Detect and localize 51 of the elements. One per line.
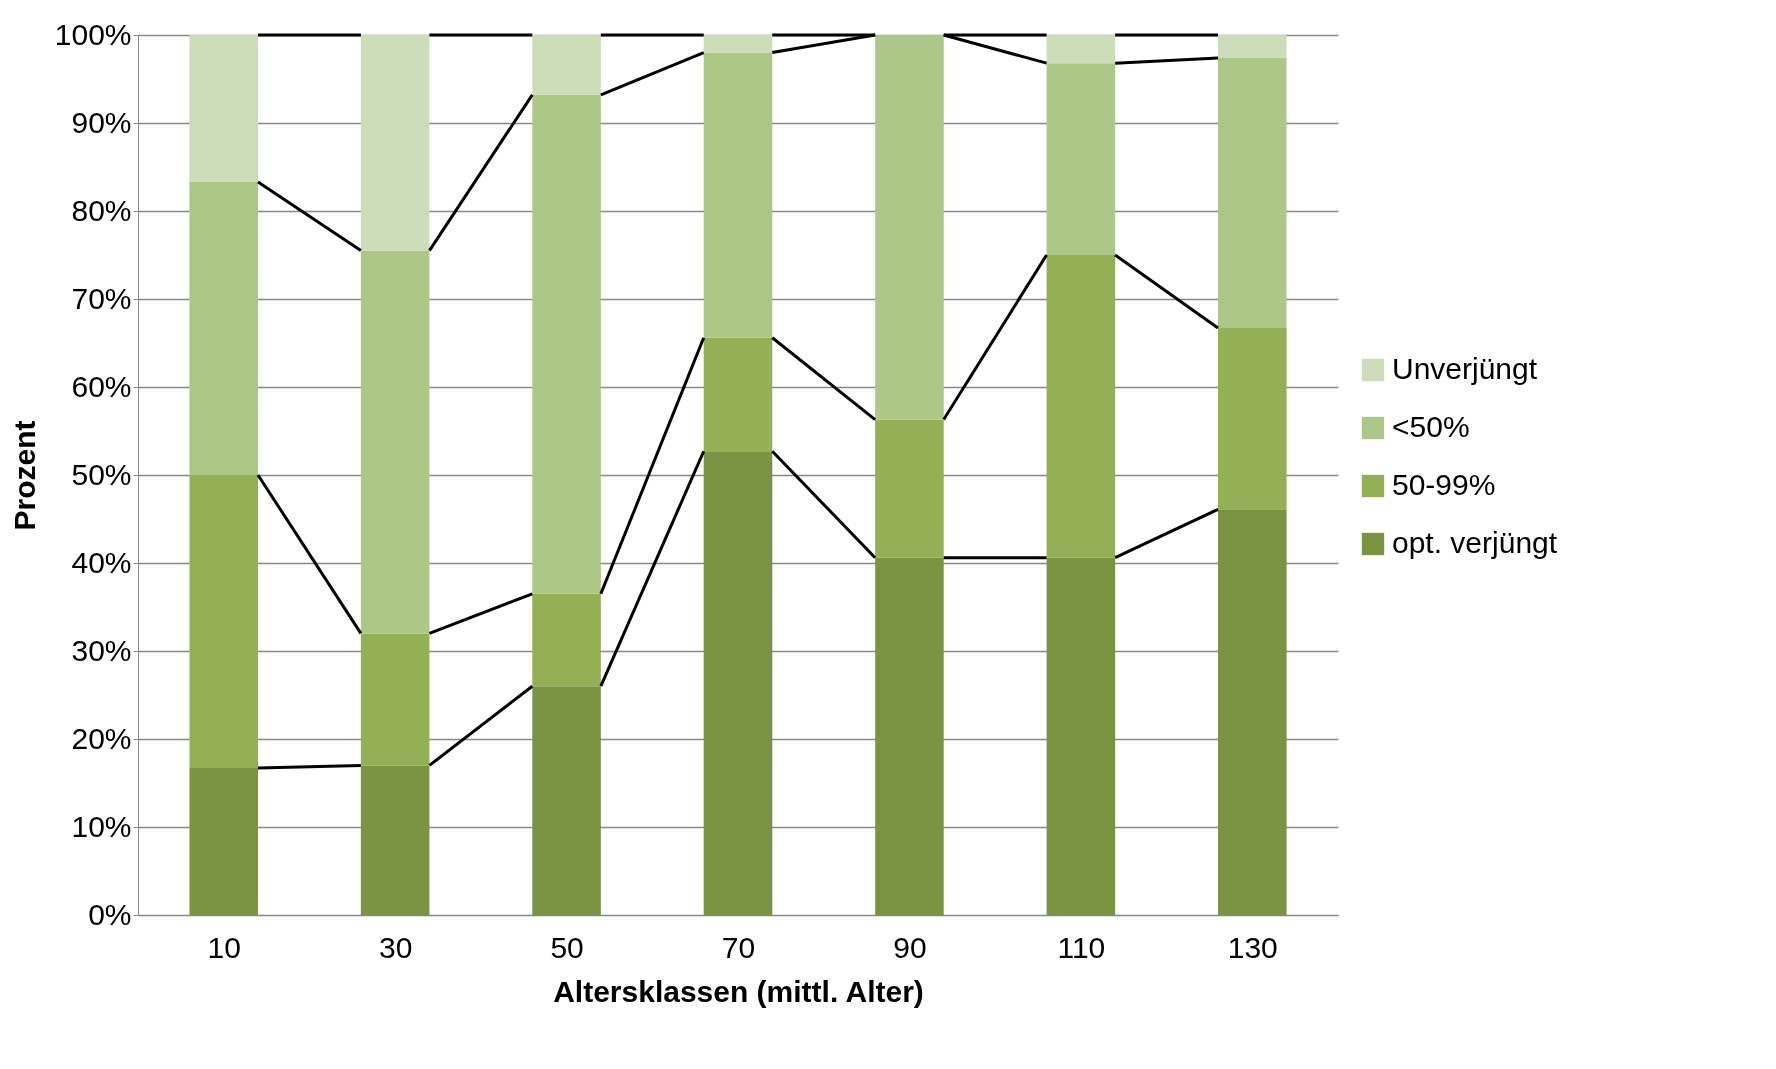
bar <box>360 35 430 251</box>
legend-label: Unverjüngt <box>1392 352 1538 385</box>
bar <box>1046 63 1116 255</box>
x-tick-label: 90 <box>893 930 927 964</box>
x-tick-label: 30 <box>378 930 413 964</box>
y-tick-label: 50% <box>71 457 132 491</box>
bar <box>189 181 258 475</box>
bar <box>875 35 944 420</box>
y-tick-label: 100% <box>54 17 132 51</box>
x-axis-title: Altersklassen (mittl. Alter) <box>553 974 924 1008</box>
y-tick-label: 80% <box>71 193 132 227</box>
y-tick-label: 30% <box>71 633 132 667</box>
y-tick-label: 10% <box>71 809 132 843</box>
legend-label: 50-99% <box>1392 468 1496 501</box>
x-tick-label: 70 <box>721 930 756 964</box>
bar <box>703 337 773 452</box>
bar <box>189 35 258 182</box>
legend-label: opt. verjüngt <box>1392 526 1558 559</box>
bar <box>703 35 773 53</box>
bar <box>875 557 944 915</box>
bar <box>875 419 944 558</box>
bar <box>532 94 601 594</box>
legend-label: <50% <box>1392 410 1470 443</box>
x-tick-label: 110 <box>1057 930 1106 964</box>
y-tick-label: 0% <box>88 897 132 931</box>
x-tick-label: 50 <box>550 930 584 964</box>
x-tick-label: 130 <box>1227 930 1278 964</box>
bar <box>1218 509 1287 915</box>
bar <box>360 765 430 915</box>
bar <box>1046 35 1116 64</box>
bar <box>703 451 773 915</box>
bar <box>1046 557 1116 915</box>
bar <box>1218 35 1287 58</box>
bar <box>703 52 773 338</box>
bar <box>532 593 601 687</box>
y-tick-label: 60% <box>71 369 132 403</box>
bar <box>532 686 601 915</box>
y-tick-label: 40% <box>71 545 132 579</box>
bar <box>1218 57 1287 329</box>
bar <box>360 250 430 634</box>
y-tick-label: 90% <box>71 105 132 139</box>
bar <box>532 35 601 95</box>
bar <box>1218 328 1287 510</box>
y-axis-title: Prozent <box>7 420 41 531</box>
y-tick-label: 20% <box>71 721 132 755</box>
y-tick-label: 70% <box>71 281 132 315</box>
bar <box>1046 255 1116 558</box>
x-tick-label: 10 <box>207 930 241 964</box>
bar <box>360 633 430 766</box>
bar <box>189 768 258 915</box>
bar <box>189 475 258 769</box>
